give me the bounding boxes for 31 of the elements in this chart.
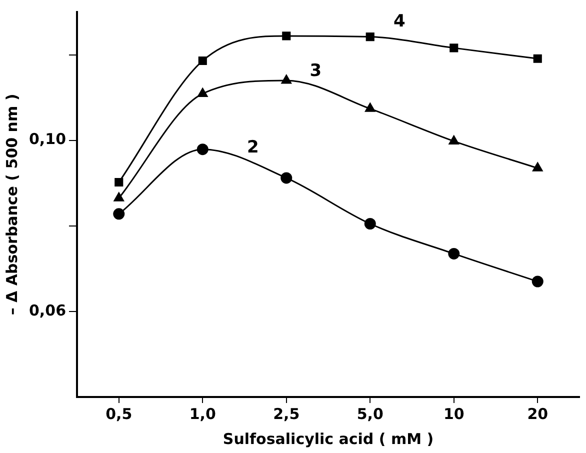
point: [448, 135, 459, 144]
point: [450, 44, 458, 52]
series-label: 3: [310, 61, 322, 82]
x-axis-title: Sulfosalicylic acid ( mM ): [222, 430, 434, 448]
point: [366, 32, 374, 42]
x-tick-label: 20: [527, 404, 548, 423]
x-tick-label: 10: [443, 404, 464, 423]
point: [364, 218, 376, 230]
point: [198, 88, 208, 97]
point: [532, 276, 544, 288]
x-tick-label: 0,5: [106, 404, 132, 423]
point: [282, 32, 291, 40]
series-label: 4: [394, 12, 406, 32]
y-axis-title: – Δ Absorbance ( 500 nm ): [2, 94, 21, 316]
x-tick-label: 1,0: [189, 404, 216, 423]
point: [114, 178, 124, 187]
series-label: 2: [246, 137, 259, 158]
point: [196, 144, 208, 156]
point: [533, 54, 542, 63]
x-tick-label: 5,0: [356, 404, 384, 423]
point: [532, 162, 543, 172]
y-tick-label: 0,06: [28, 301, 66, 320]
point: [113, 208, 125, 220]
point: [280, 172, 292, 184]
point: [114, 192, 124, 202]
point: [448, 248, 460, 260]
y-tick-label: 0,10: [28, 130, 66, 148]
x-tick-label: 2,5: [273, 404, 300, 423]
point: [198, 56, 207, 66]
point: [281, 74, 292, 84]
point: [365, 102, 376, 112]
